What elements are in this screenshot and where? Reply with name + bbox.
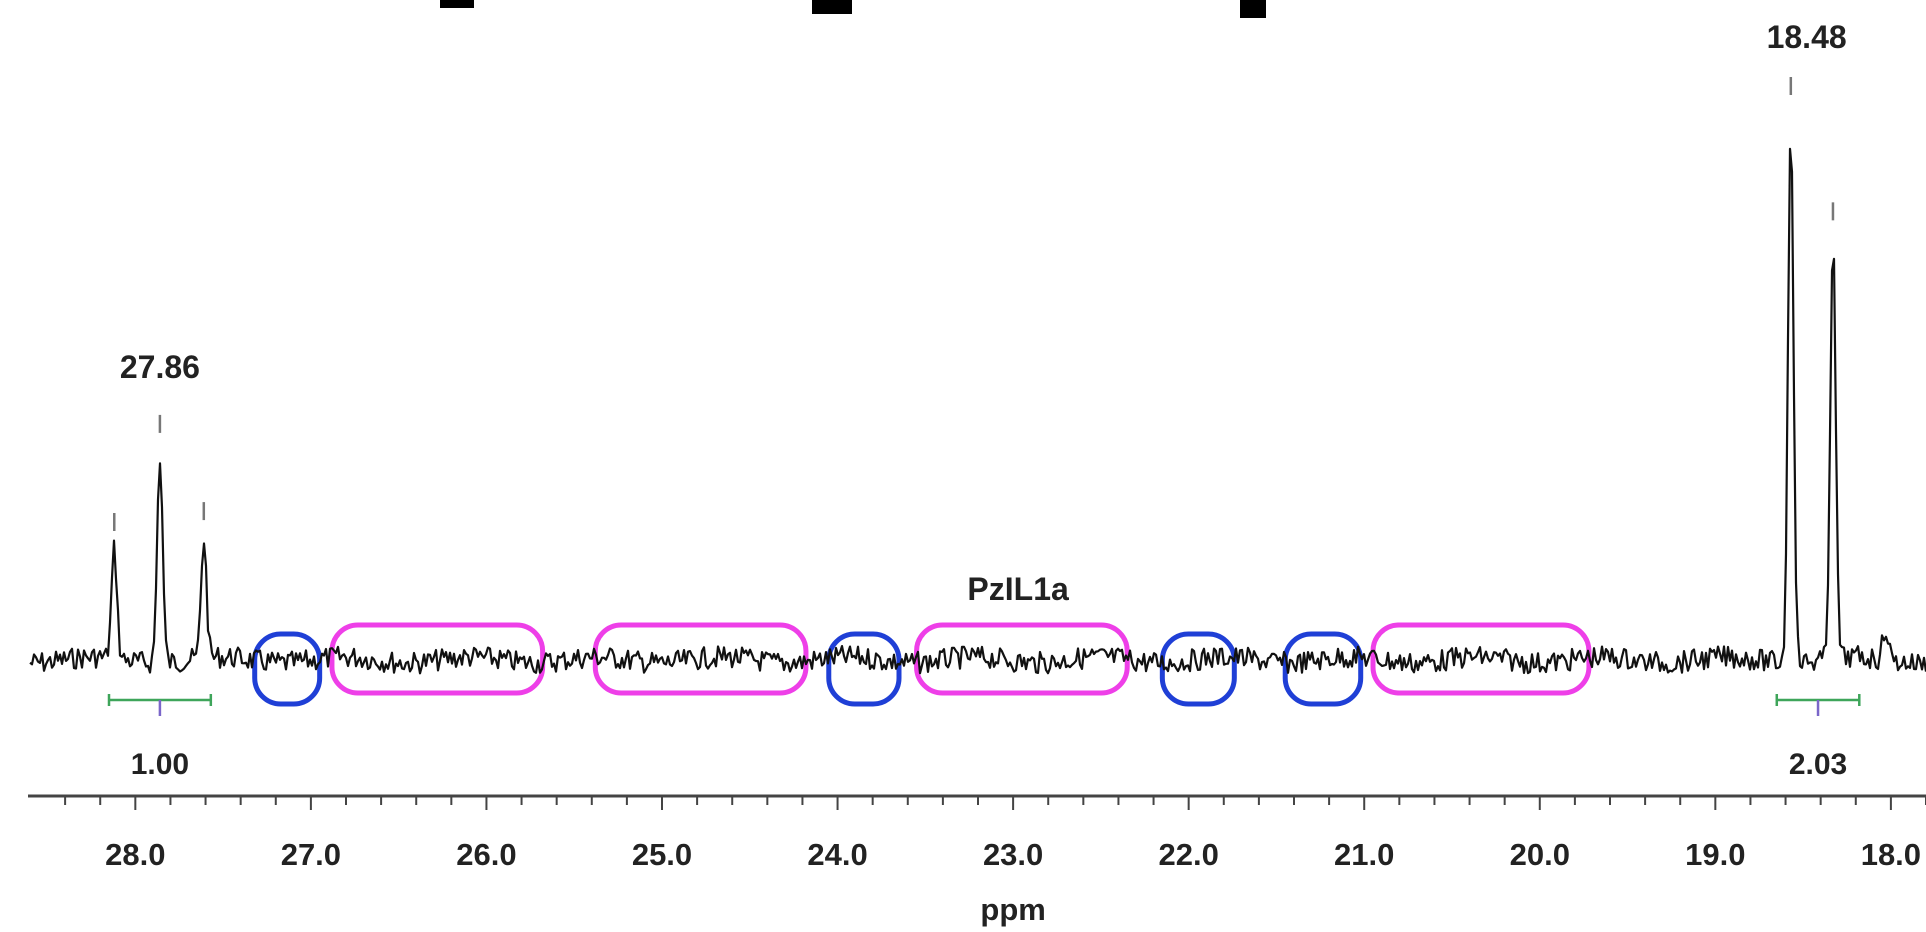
x-tick-label-7: 21.0 bbox=[1334, 837, 1394, 872]
heading-glyph-fragments bbox=[440, 0, 1266, 18]
highlight-region-2 bbox=[592, 622, 809, 696]
peak-label-0: 27.86 bbox=[120, 349, 200, 385]
integral-brackets: 1.00 2.03 bbox=[107, 694, 1861, 781]
highlight-region-0 bbox=[252, 631, 323, 707]
chart-labels: 27.86 18.48 PzIL1a bbox=[120, 19, 1847, 607]
x-tick-label-9: 19.0 bbox=[1685, 837, 1745, 872]
highlight-region-5 bbox=[1159, 631, 1237, 707]
x-tick-label-1: 27.0 bbox=[281, 837, 341, 872]
highlight-region-1 bbox=[329, 622, 546, 696]
highlight-region-6 bbox=[1282, 631, 1364, 707]
x-axis-label: ppm bbox=[980, 892, 1045, 927]
highlight-region-3 bbox=[826, 631, 902, 707]
highlight-region-4 bbox=[914, 622, 1130, 696]
sample-label: PzIL1a bbox=[967, 571, 1069, 607]
integral-value-1: 2.03 bbox=[1789, 748, 1847, 781]
x-tick-label-3: 25.0 bbox=[632, 837, 692, 872]
peak-label-1: 18.48 bbox=[1767, 19, 1847, 55]
x-tick-label-5: 23.0 bbox=[983, 837, 1043, 872]
x-tick-label-6: 22.0 bbox=[1158, 837, 1218, 872]
x-tick-label-10: 18.0 bbox=[1861, 837, 1921, 872]
x-tick-label-2: 26.0 bbox=[456, 837, 516, 872]
x-tick-label-0: 28.0 bbox=[105, 837, 165, 872]
x-tick-label-8: 20.0 bbox=[1510, 837, 1570, 872]
x-tick-label-4: 24.0 bbox=[807, 837, 867, 872]
spectrum-trace bbox=[29, 147, 1926, 675]
integral-value-0: 1.00 bbox=[131, 748, 189, 781]
x-axis: 28.0 27.0 26.0 25.0 24.0 23.0 22.0 21.0 20.0 19.0… bbox=[28, 794, 1926, 927]
peak-markers bbox=[113, 77, 1835, 531]
cropped-heading-fragment bbox=[0, 0, 1926, 34]
